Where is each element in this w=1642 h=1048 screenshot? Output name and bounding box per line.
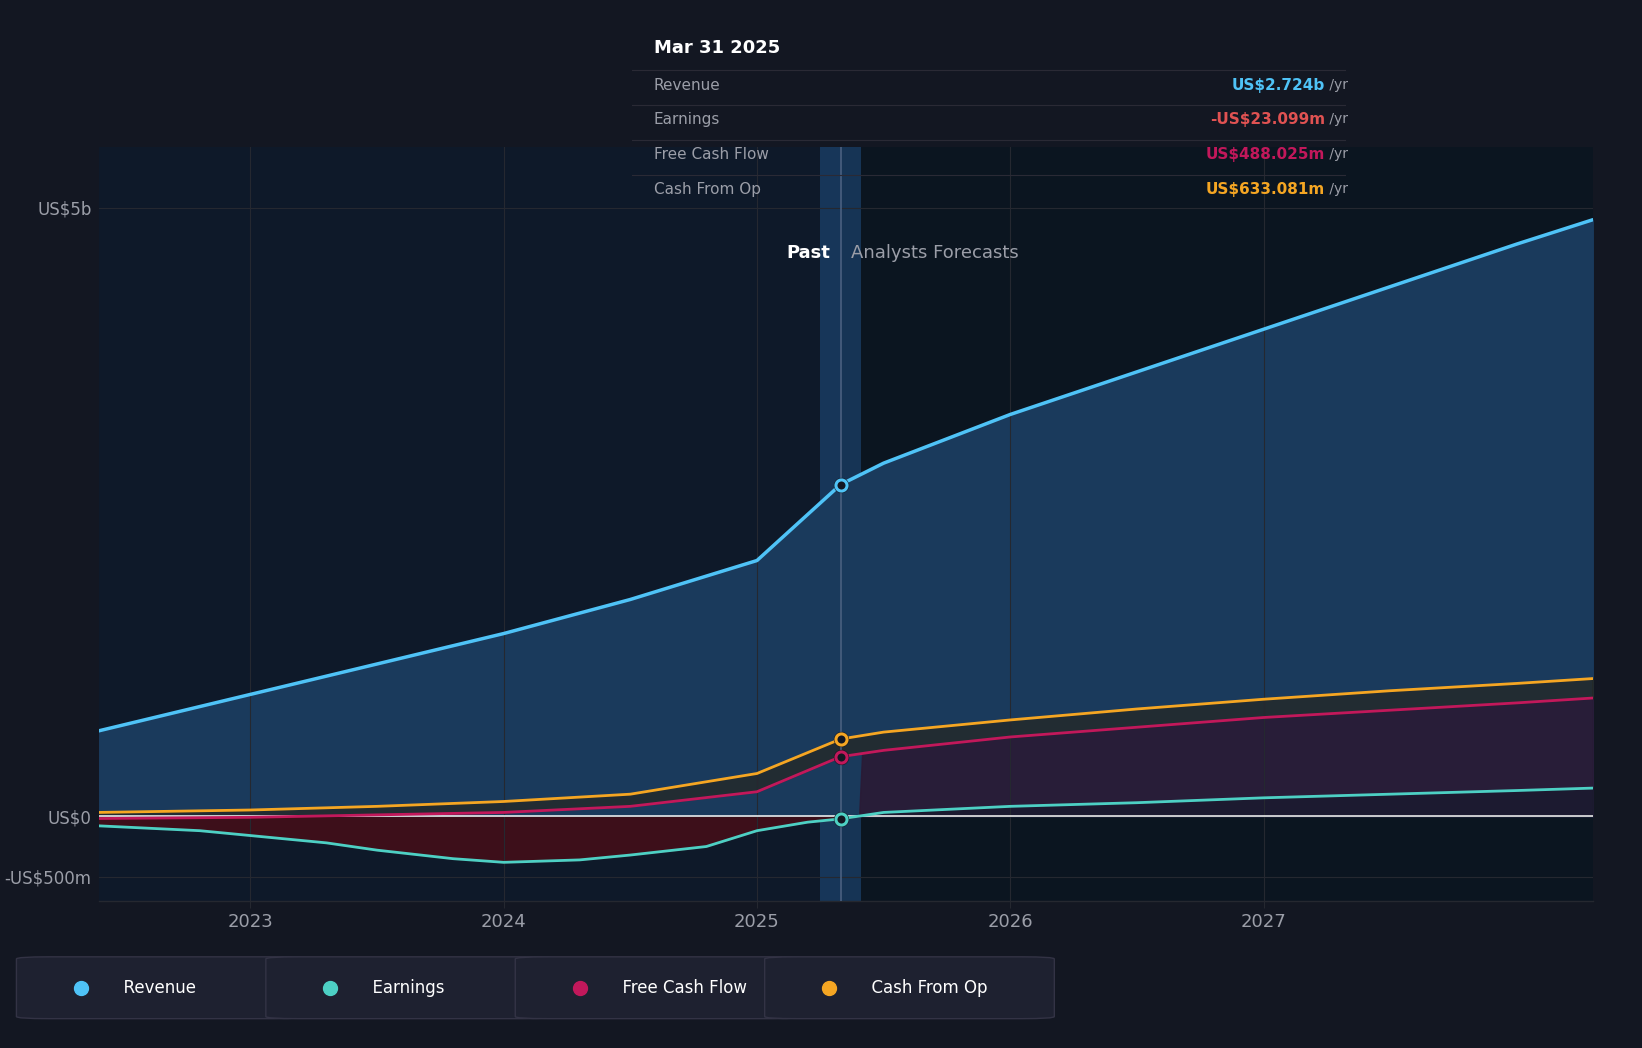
Bar (841, 147, 1593, 901)
Text: Revenue: Revenue (113, 979, 195, 997)
Text: /yr: /yr (1325, 182, 1348, 196)
Text: /yr: /yr (1325, 147, 1348, 161)
FancyBboxPatch shape (16, 957, 305, 1019)
Bar (99, 147, 841, 901)
Text: -US$23.099m: -US$23.099m (1210, 112, 1325, 128)
FancyBboxPatch shape (266, 957, 555, 1019)
Text: Cash From Op: Cash From Op (860, 979, 988, 997)
FancyBboxPatch shape (516, 957, 805, 1019)
Text: Free Cash Flow: Free Cash Flow (654, 147, 768, 162)
Text: Cash From Op: Cash From Op (654, 182, 760, 197)
Text: Earnings: Earnings (363, 979, 445, 997)
Text: Revenue: Revenue (654, 78, 721, 92)
Bar (821, 147, 860, 901)
Text: Analysts Forecasts: Analysts Forecasts (851, 244, 1018, 262)
Text: US$2.724b: US$2.724b (1232, 78, 1325, 92)
Text: /yr: /yr (1325, 112, 1348, 127)
Text: Past: Past (787, 244, 831, 262)
Text: Free Cash Flow: Free Cash Flow (612, 979, 747, 997)
FancyBboxPatch shape (765, 957, 1054, 1019)
Text: Mar 31 2025: Mar 31 2025 (654, 39, 780, 57)
Text: US$633.081m: US$633.081m (1205, 182, 1325, 197)
Text: /yr: /yr (1325, 78, 1348, 91)
Text: Earnings: Earnings (654, 112, 719, 128)
Text: US$488.025m: US$488.025m (1205, 147, 1325, 162)
